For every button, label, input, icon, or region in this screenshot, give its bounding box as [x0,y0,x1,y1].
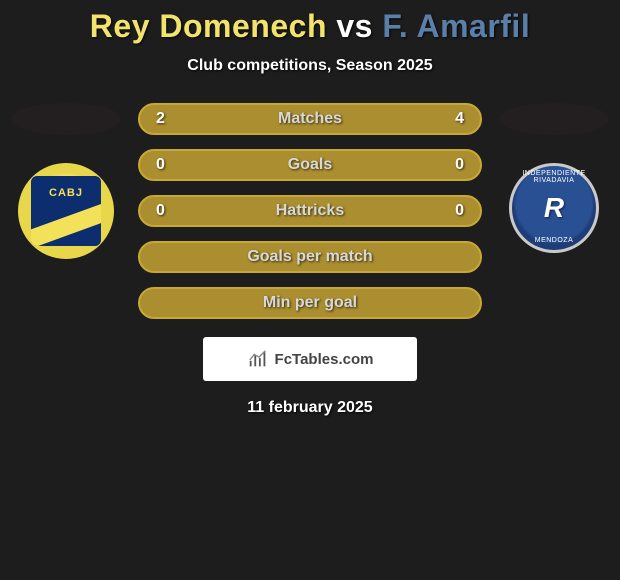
stat-left-value: 2 [156,110,165,128]
stat-label: Goals [288,156,332,174]
left-crest-inner: CABJ [31,176,101,246]
date: 11 february 2025 [0,399,620,417]
stat-right-value: 0 [455,202,464,220]
stat-label: Hattricks [276,202,344,220]
subtitle: Club competitions, Season 2025 [0,57,620,75]
left-team-column: CABJ [10,103,122,259]
main-row: CABJ 2 Matches 4 0 Goals 0 0 Hattricks 0 [0,103,620,319]
vs-text: vs [336,8,373,44]
stat-row-mpg: Min per goal [138,287,482,319]
comparison-card: Rey Domenech vs F. Amarfil Club competit… [0,0,620,417]
footer-attribution: FcTables.com [203,337,417,381]
stat-label: Min per goal [263,294,357,312]
stat-left-value: 0 [156,156,165,174]
right-ellipse [499,103,609,135]
crest-ring-bottom: MENDOZA [535,237,574,244]
crest-ring-top: INDEPENDIENTE RIVADAVIA [512,170,596,184]
stat-label: Matches [278,110,342,128]
stat-row-hattricks: 0 Hattricks 0 [138,195,482,227]
stat-right-value: 0 [455,156,464,174]
stat-label: Goals per match [247,248,372,266]
right-team-crest: INDEPENDIENTE RIVADAVIA R MENDOZA [509,163,599,253]
crest-stripe [31,199,101,246]
player2-name: F. Amarfil [382,8,530,44]
title: Rey Domenech vs F. Amarfil [0,8,620,45]
player1-name: Rey Domenech [90,8,327,44]
bar-chart-icon [247,348,269,370]
stat-right-value: 4 [455,110,464,128]
right-crest-text: R [544,192,564,224]
right-team-column: INDEPENDIENTE RIVADAVIA R MENDOZA [498,103,610,253]
left-crest-text: CABJ [49,187,83,199]
stat-row-matches: 2 Matches 4 [138,103,482,135]
stat-row-gpm: Goals per match [138,241,482,273]
stat-row-goals: 0 Goals 0 [138,149,482,181]
footer-site-text: FcTables.com [275,351,374,368]
stat-left-value: 0 [156,202,165,220]
left-ellipse [11,103,121,135]
stats-column: 2 Matches 4 0 Goals 0 0 Hattricks 0 Goal… [136,103,484,319]
left-team-crest: CABJ [18,163,114,259]
